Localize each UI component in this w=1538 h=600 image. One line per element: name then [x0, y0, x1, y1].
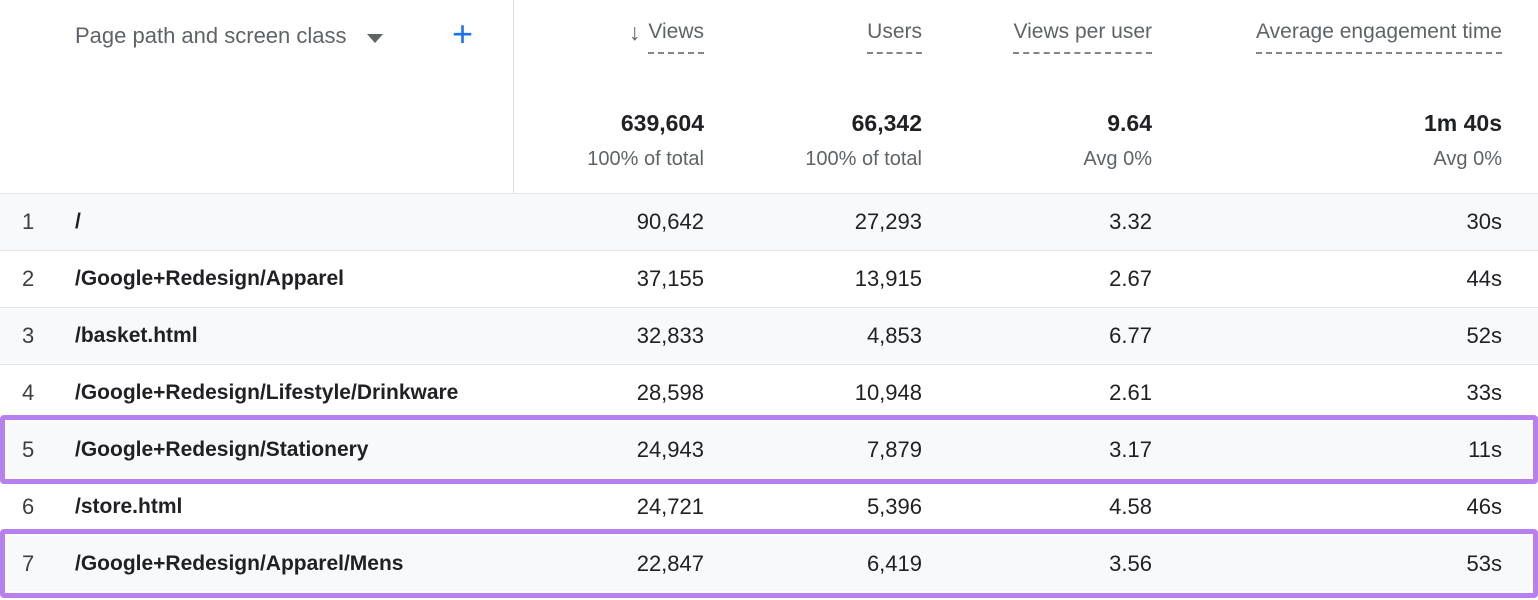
views-cell: 24,943: [636, 437, 704, 462]
views-per-user-cell: 3.56: [1109, 551, 1152, 576]
views-cell: 22,847: [636, 551, 704, 576]
column-total: 639,604 100% of total: [513, 108, 704, 172]
users-cell: 27,293: [854, 209, 922, 234]
total-value: 9.64: [1107, 110, 1152, 136]
dimension-header-dropdown[interactable]: Page path and screen class: [75, 21, 383, 51]
page-path-cell: /basket.html: [75, 324, 198, 347]
column-header-label: Views per user: [1013, 18, 1152, 54]
table-row: 6 /store.html 24,721 5,396 4.58 46s: [0, 478, 1538, 535]
page-path-cell: /store.html: [75, 495, 183, 518]
views-per-user-cell: 6.77: [1109, 323, 1152, 348]
dimension-header-label: Page path and screen class: [75, 23, 347, 48]
table-row: 1 / 90,642 27,293 3.32 30s: [0, 193, 1538, 250]
totals-row: 639,604 100% of total 66,342 100% of tot…: [0, 108, 1538, 172]
column-header-label: Views: [648, 18, 704, 54]
table-row: 4 /Google+Redesign/Lifestyle/Drinkware 2…: [0, 364, 1538, 421]
views-cell: 24,721: [636, 494, 704, 519]
avg-engagement-time-cell: 33s: [1466, 380, 1502, 405]
views-per-user-cell: 4.58: [1109, 494, 1152, 519]
views-per-user-cell: 3.17: [1109, 437, 1152, 462]
page-path-cell: /Google+Redesign/Lifestyle/Drinkware: [75, 381, 459, 404]
column-header[interactable]: Users: [704, 18, 922, 54]
row-index: 5: [22, 437, 35, 462]
views-per-user-cell: 2.67: [1109, 266, 1152, 291]
total-value: 1m 40s: [1423, 110, 1502, 136]
page-path-cell: /: [75, 210, 81, 233]
views-cell: 37,155: [636, 266, 704, 291]
column-total: 1m 40s Avg 0%: [1152, 108, 1502, 172]
table-row: 2 /Google+Redesign/Apparel 37,155 13,915…: [0, 250, 1538, 307]
column-total: 66,342 100% of total: [704, 108, 922, 172]
views-cell: 90,642: [636, 209, 704, 234]
users-cell: 13,915: [854, 266, 922, 291]
page-path-cell: /Google+Redesign/Apparel/Mens: [75, 552, 404, 575]
column-header[interactable]: Views per user: [922, 18, 1152, 54]
views-cell: 28,598: [636, 380, 704, 405]
avg-engagement-time-cell: 53s: [1466, 551, 1502, 576]
row-index: 6: [22, 494, 35, 519]
row-index: 2: [22, 266, 35, 291]
users-cell: 7,879: [866, 437, 922, 462]
column-header[interactable]: ↓ Views: [513, 18, 704, 54]
table-row: 7 /Google+Redesign/Apparel/Mens 22,847 6…: [0, 535, 1538, 592]
row-index: 7: [22, 551, 35, 576]
views-per-user-cell: 3.32: [1109, 209, 1152, 234]
table-row: 5 /Google+Redesign/Stationery 24,943 7,8…: [0, 421, 1538, 478]
metric-column-headers: ↓ Views Users Views per user Average eng…: [0, 18, 1538, 54]
column-total: 9.64 Avg 0%: [922, 108, 1152, 172]
column-header[interactable]: Average engagement time: [1152, 18, 1502, 54]
users-cell: 5,396: [866, 494, 922, 519]
page-path-cell: /Google+Redesign/Apparel: [75, 267, 344, 290]
avg-engagement-time-cell: 11s: [1468, 437, 1502, 462]
users-cell: 6,419: [866, 551, 922, 576]
spacer: [55, 18, 513, 54]
table-row: 3 /basket.html 32,833 4,853 6.77 52s: [0, 307, 1538, 364]
users-cell: 10,948: [854, 380, 922, 405]
views-per-user-cell: 2.61: [1109, 380, 1152, 405]
row-index: 4: [22, 380, 35, 405]
total-value: 639,604: [620, 110, 704, 136]
table-header: Page path and screen class + ↓ Views Use…: [0, 0, 1538, 193]
avg-engagement-time-cell: 52s: [1466, 323, 1502, 348]
avg-engagement-time-cell: 30s: [1466, 209, 1502, 234]
users-cell: 4,853: [866, 323, 922, 348]
spacer: [0, 108, 55, 172]
avg-engagement-time-cell: 46s: [1466, 494, 1502, 519]
spacer: [0, 18, 55, 54]
total-sublabel: Avg 0%: [1433, 148, 1502, 170]
spacer: [55, 108, 513, 172]
column-header-label: Average engagement time: [1256, 18, 1502, 54]
total-sublabel: Avg 0%: [1083, 148, 1152, 170]
total-sublabel: 100% of total: [805, 148, 922, 170]
avg-engagement-time-cell: 44s: [1466, 266, 1502, 291]
chevron-down-icon: [366, 33, 383, 43]
table-body: 1 / 90,642 27,293 3.32 30s 2 /Google+Red…: [0, 193, 1538, 592]
column-header-label: Users: [867, 18, 922, 54]
row-index: 1: [22, 209, 35, 234]
page-path-cell: /Google+Redesign/Stationery: [75, 438, 369, 461]
views-cell: 32,833: [636, 323, 704, 348]
add-dimension-button[interactable]: +: [452, 13, 474, 54]
row-index: 3: [22, 323, 35, 348]
total-value: 66,342: [851, 110, 922, 136]
sort-descending-icon: ↓: [628, 19, 641, 45]
total-sublabel: 100% of total: [587, 148, 704, 170]
